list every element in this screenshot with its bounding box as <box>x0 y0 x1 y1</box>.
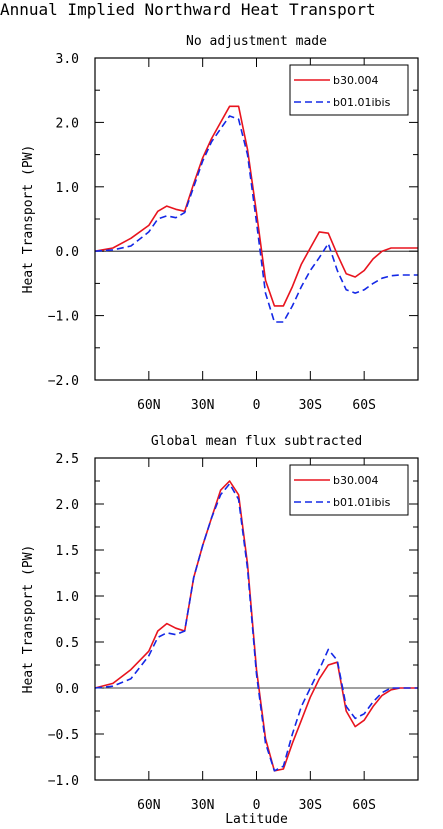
x-tick-label: 60N <box>137 798 160 813</box>
x-tick-label: 60N <box>137 398 160 413</box>
y-tick-label: −0.5 <box>48 728 79 743</box>
legend-label-2: b01.01ibis <box>333 96 391 109</box>
y-tick-label: −1.0 <box>48 310 79 325</box>
x-tick-label: 60S <box>352 398 375 413</box>
y-tick-label: 0.0 <box>56 682 79 697</box>
page-title: Annual Implied Northward Heat Transport <box>0 0 376 19</box>
y-tick-label: 2.0 <box>56 498 79 513</box>
x-tick-label: 60S <box>352 798 375 813</box>
y-tick-label: 0.0 <box>56 245 79 260</box>
x-tick-label: 30N <box>191 398 214 413</box>
series-line-2 <box>94 482 418 772</box>
y-tick-label: 1.0 <box>56 181 79 196</box>
series-line-1 <box>94 105 418 307</box>
legend: b30.004 b01.01ibis <box>289 464 409 516</box>
plot-frame <box>94 57 419 381</box>
x-tick-label: 0 <box>253 798 261 813</box>
plot-frame <box>94 457 419 781</box>
y-axis-label: Heat Transport (PW) <box>21 545 36 694</box>
legend-box <box>289 464 409 516</box>
y-tick-label: 3.0 <box>56 52 79 67</box>
series-line-1 <box>94 480 418 772</box>
legend-label-1: b30.004 <box>333 74 378 87</box>
y-tick-label: 2.0 <box>56 116 79 131</box>
x-tick-label: 0 <box>253 398 261 413</box>
x-tick-label: 30S <box>299 798 322 813</box>
y-tick-label: 2.5 <box>56 452 79 467</box>
y-tick-label: 0.5 <box>56 636 79 651</box>
legend: b30.004 b01.01ibis <box>289 64 409 116</box>
legend-label-2: b01.01ibis <box>333 496 391 509</box>
x-tick-label: 30S <box>299 398 322 413</box>
chart-panel-2: Global mean flux subtracted −1.0 −0.5 0.0 0.… <box>21 434 419 827</box>
chart-title: No adjustment made <box>186 34 327 49</box>
x-axis-label: Latitude <box>225 812 288 827</box>
y-tick-label: −2.0 <box>48 374 79 389</box>
x-tick-label: 30N <box>191 798 214 813</box>
y-tick-label: 1.5 <box>56 544 79 559</box>
y-tick-label: 1.0 <box>56 590 79 605</box>
series-line-2 <box>94 115 418 323</box>
y-axis-label: Heat Transport (PW) <box>21 145 36 294</box>
y-tick-label: −1.0 <box>48 774 79 789</box>
legend-box <box>289 64 409 116</box>
chart-title: Global mean flux subtracted <box>151 434 362 449</box>
chart-panel-1: No adjustment made −2.0 −1.0 0.0 1.0 2.0 3.0 60… <box>21 34 419 413</box>
legend-label-1: b30.004 <box>333 474 378 487</box>
